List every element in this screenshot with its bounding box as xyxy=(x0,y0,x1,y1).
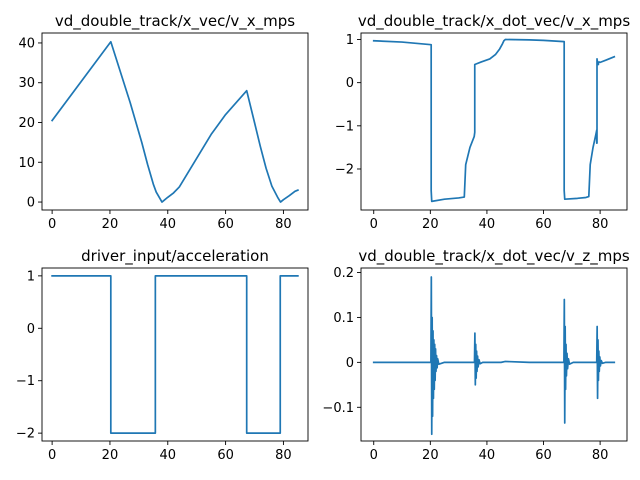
x-tick-label: 60 xyxy=(535,448,552,463)
axes-frame xyxy=(41,267,309,442)
axes-frame xyxy=(41,32,309,211)
x-tick-label: 40 xyxy=(479,217,496,232)
y-tick-label: 20 xyxy=(18,116,35,131)
chart-title: driver_input/acceleration xyxy=(81,247,269,266)
chart-title: vd_double_track/x_dot_vec/v_x_mps xyxy=(358,12,630,31)
y-tick-label: 0.1 xyxy=(333,311,354,326)
chart-title: vd_double_track/x_vec/v_x_mps xyxy=(55,12,295,31)
x-tick-label: 20 xyxy=(102,217,119,232)
series-line xyxy=(50,40,299,203)
subplot-grid: 0 20 40 60 80010203040vd_double_track/x_vec/… xyxy=(16,12,631,463)
x-tick-label: 80 xyxy=(275,448,292,463)
series-line xyxy=(372,38,616,203)
y-tick-label: −0.1 xyxy=(322,401,354,416)
x-tick-label: 20 xyxy=(422,217,439,232)
x-tick-label: 0 xyxy=(370,448,378,463)
subplot-1: 0 20 40 60 80 0 10 20 30 40 vd_double_track/x_vec/… xyxy=(18,12,309,232)
y-tick-label: −2 xyxy=(16,427,35,442)
x-tick-label: 0 xyxy=(48,217,56,232)
y-tick-label: 0 xyxy=(27,196,35,211)
subplot-3: 0 20 40 60 80 −2 −1 0 1 driver_input/acceleration xyxy=(16,247,309,463)
x-tick-label: 40 xyxy=(479,448,496,463)
y-tick-label: 0 xyxy=(27,322,35,337)
x-tick-label: 0 xyxy=(48,448,56,463)
x-tick-label: 80 xyxy=(592,448,609,463)
y-tick-label: 30 xyxy=(18,76,35,91)
y-tick-label: 0 xyxy=(346,76,354,91)
y-tick-label: −1 xyxy=(16,374,35,389)
y-tick-label: −2 xyxy=(335,162,354,177)
y-tick-label: 40 xyxy=(18,36,35,51)
y-tick-label: 1 xyxy=(27,269,35,284)
chart-title: vd_double_track/x_dot_vec/v_z_mps xyxy=(358,247,629,266)
subplot-4: 0 20 40 60 80 −0.1 0 0.1 0.2 vd_double_track/x_do… xyxy=(322,247,629,463)
x-tick-label: 40 xyxy=(159,448,176,463)
subplot-2: 0 20 40 60 80 −2 −1 0 1 vd_double_track/x_dot_vec… xyxy=(335,12,631,232)
x-tick-label: 60 xyxy=(217,448,234,463)
x-tick-label: 0 xyxy=(370,217,378,232)
y-tick-label: 1 xyxy=(346,33,354,48)
axes-frame xyxy=(360,267,628,442)
x-tick-label: 80 xyxy=(592,217,609,232)
y-tick-label: 0 xyxy=(346,356,354,371)
y-tick-label: 0.2 xyxy=(333,266,354,281)
axes-frame xyxy=(360,32,628,211)
x-tick-label: 60 xyxy=(535,217,552,232)
y-tick-label: −1 xyxy=(335,119,354,134)
y-tick-label: 10 xyxy=(18,156,35,171)
x-tick-label: 20 xyxy=(422,448,439,463)
x-tick-label: 40 xyxy=(159,217,176,232)
series-line xyxy=(372,276,616,436)
x-tick-label: 80 xyxy=(275,217,292,232)
x-tick-label: 20 xyxy=(102,448,119,463)
series-line xyxy=(51,275,299,434)
x-tick-label: 60 xyxy=(217,217,234,232)
